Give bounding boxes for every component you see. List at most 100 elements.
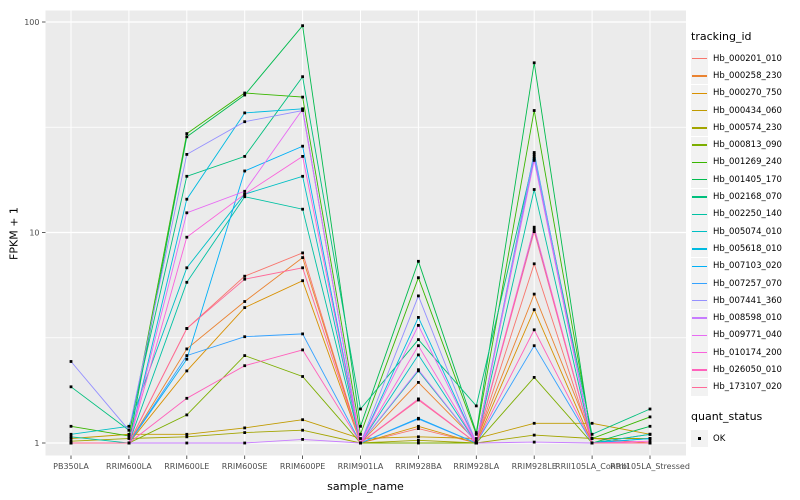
data-point [417,276,420,280]
legend-entry-label: Hb_002250_140 [713,209,782,220]
series-color-line-icon [692,248,707,250]
x-axis-title: sample_name [327,480,404,493]
x-tick-label: RRII105LA_Control [555,462,629,471]
legend-entry-label: Hb_000434_060 [713,105,782,116]
data-point [417,316,420,319]
data-point [648,424,652,428]
data-point [243,364,247,368]
data-point [185,174,189,178]
data-point [69,441,73,445]
x-tick-label: RRIM928LA [453,462,499,471]
legend-entry: Hb_026050_010 [691,361,799,379]
data-point [417,381,420,384]
data-point [590,432,594,436]
data-point [301,332,304,336]
legend-entry-list: Hb_000201_010 Hb_000258_230 Hb_000270_750 H… [691,50,799,396]
legend-entry-label: Hb_000201_010 [713,53,782,64]
legend-key [691,240,708,258]
data-point [417,294,420,298]
y-axis-title: FPKM + 1 [7,207,21,260]
x-tick-label: RRIM600LA [106,462,152,471]
legend-entry-label: Hb_008598_010 [713,313,782,324]
legend-key [691,378,708,396]
x-tick-label: RRIM600LE [164,462,209,471]
data-point [301,375,304,378]
legend-key [691,292,708,310]
data-point [532,440,536,444]
legend-entry-label: Hb_007257_070 [713,278,782,289]
legend-key [691,136,708,154]
series-color-line-icon [692,179,707,181]
legend-entry: Hb_007103_020 [691,257,799,275]
data-point [69,432,73,436]
data-point [532,230,536,233]
legend-entry-label: Hb_005074_010 [713,226,782,237]
data-point [185,197,189,201]
legend-key [691,344,708,362]
legend-entry-label: Hb_009771_040 [713,330,782,341]
data-point [243,169,247,173]
data-point [243,441,247,445]
legend-entry: Hb_000270_750 [691,84,799,102]
legend-key [691,171,708,189]
legend-entry: Hb_009771_040 [691,326,799,344]
data-point [185,435,189,439]
legend-entry: Hb_000201_010 [691,50,799,68]
data-point [532,228,536,232]
data-point [532,344,536,348]
y-tick-label: 1 [34,439,39,448]
data-point [127,441,131,445]
data-point [185,347,189,351]
data-point [301,144,304,148]
data-point [359,424,362,428]
data-point [243,111,247,115]
data-point [243,189,247,193]
series-color-line-icon [692,300,707,302]
data-point [532,151,536,154]
data-point [532,153,536,156]
y-tick-label: 10 [29,228,39,237]
data-point [243,300,247,303]
data-point [301,95,304,99]
data-point [648,407,652,411]
legend-entry-quant-ok: OK [691,430,799,448]
series-color-line-icon [692,92,707,94]
y-tick-label: 100 [24,18,39,27]
legend-entry: Hb_000434_060 [691,102,799,120]
data-point [185,432,189,436]
legend-key [691,50,708,68]
data-point [243,155,247,158]
data-point [532,159,536,162]
legend-entry: Hb_007257_070 [691,275,799,292]
data-point [474,437,478,440]
data-point [69,360,73,363]
data-point [359,432,362,436]
x-tick-label: PB350LA [53,462,89,471]
data-point [532,157,536,160]
legend-entry: Hb_005074_010 [691,223,799,241]
data-point [243,431,247,434]
legend-entry-label: Hb_000258_230 [713,70,782,81]
series-color-line-icon [692,282,707,285]
data-point [417,435,420,439]
data-point [532,109,536,112]
x-tick-label: RRIM600PE [280,462,326,471]
series-color-line-icon [692,109,707,112]
legend-entry-label: Hb_005618_010 [713,243,782,254]
data-point [648,432,652,436]
legend-key [691,326,708,344]
data-point [69,435,73,439]
data-point [417,438,420,442]
data-point [301,256,304,259]
legend-entry-label: OK [713,433,726,444]
data-point [532,61,536,65]
legend-entry-label: Hb_000574_230 [713,122,782,133]
legend-key [691,257,708,275]
legend-key [691,119,708,137]
legend-entry: Hb_000574_230 [691,119,799,137]
data-point [243,426,247,430]
legend-entry: Hb_008598_010 [691,309,799,327]
data-point [185,354,189,357]
legend-entry-label: Hb_007441_360 [713,295,782,306]
